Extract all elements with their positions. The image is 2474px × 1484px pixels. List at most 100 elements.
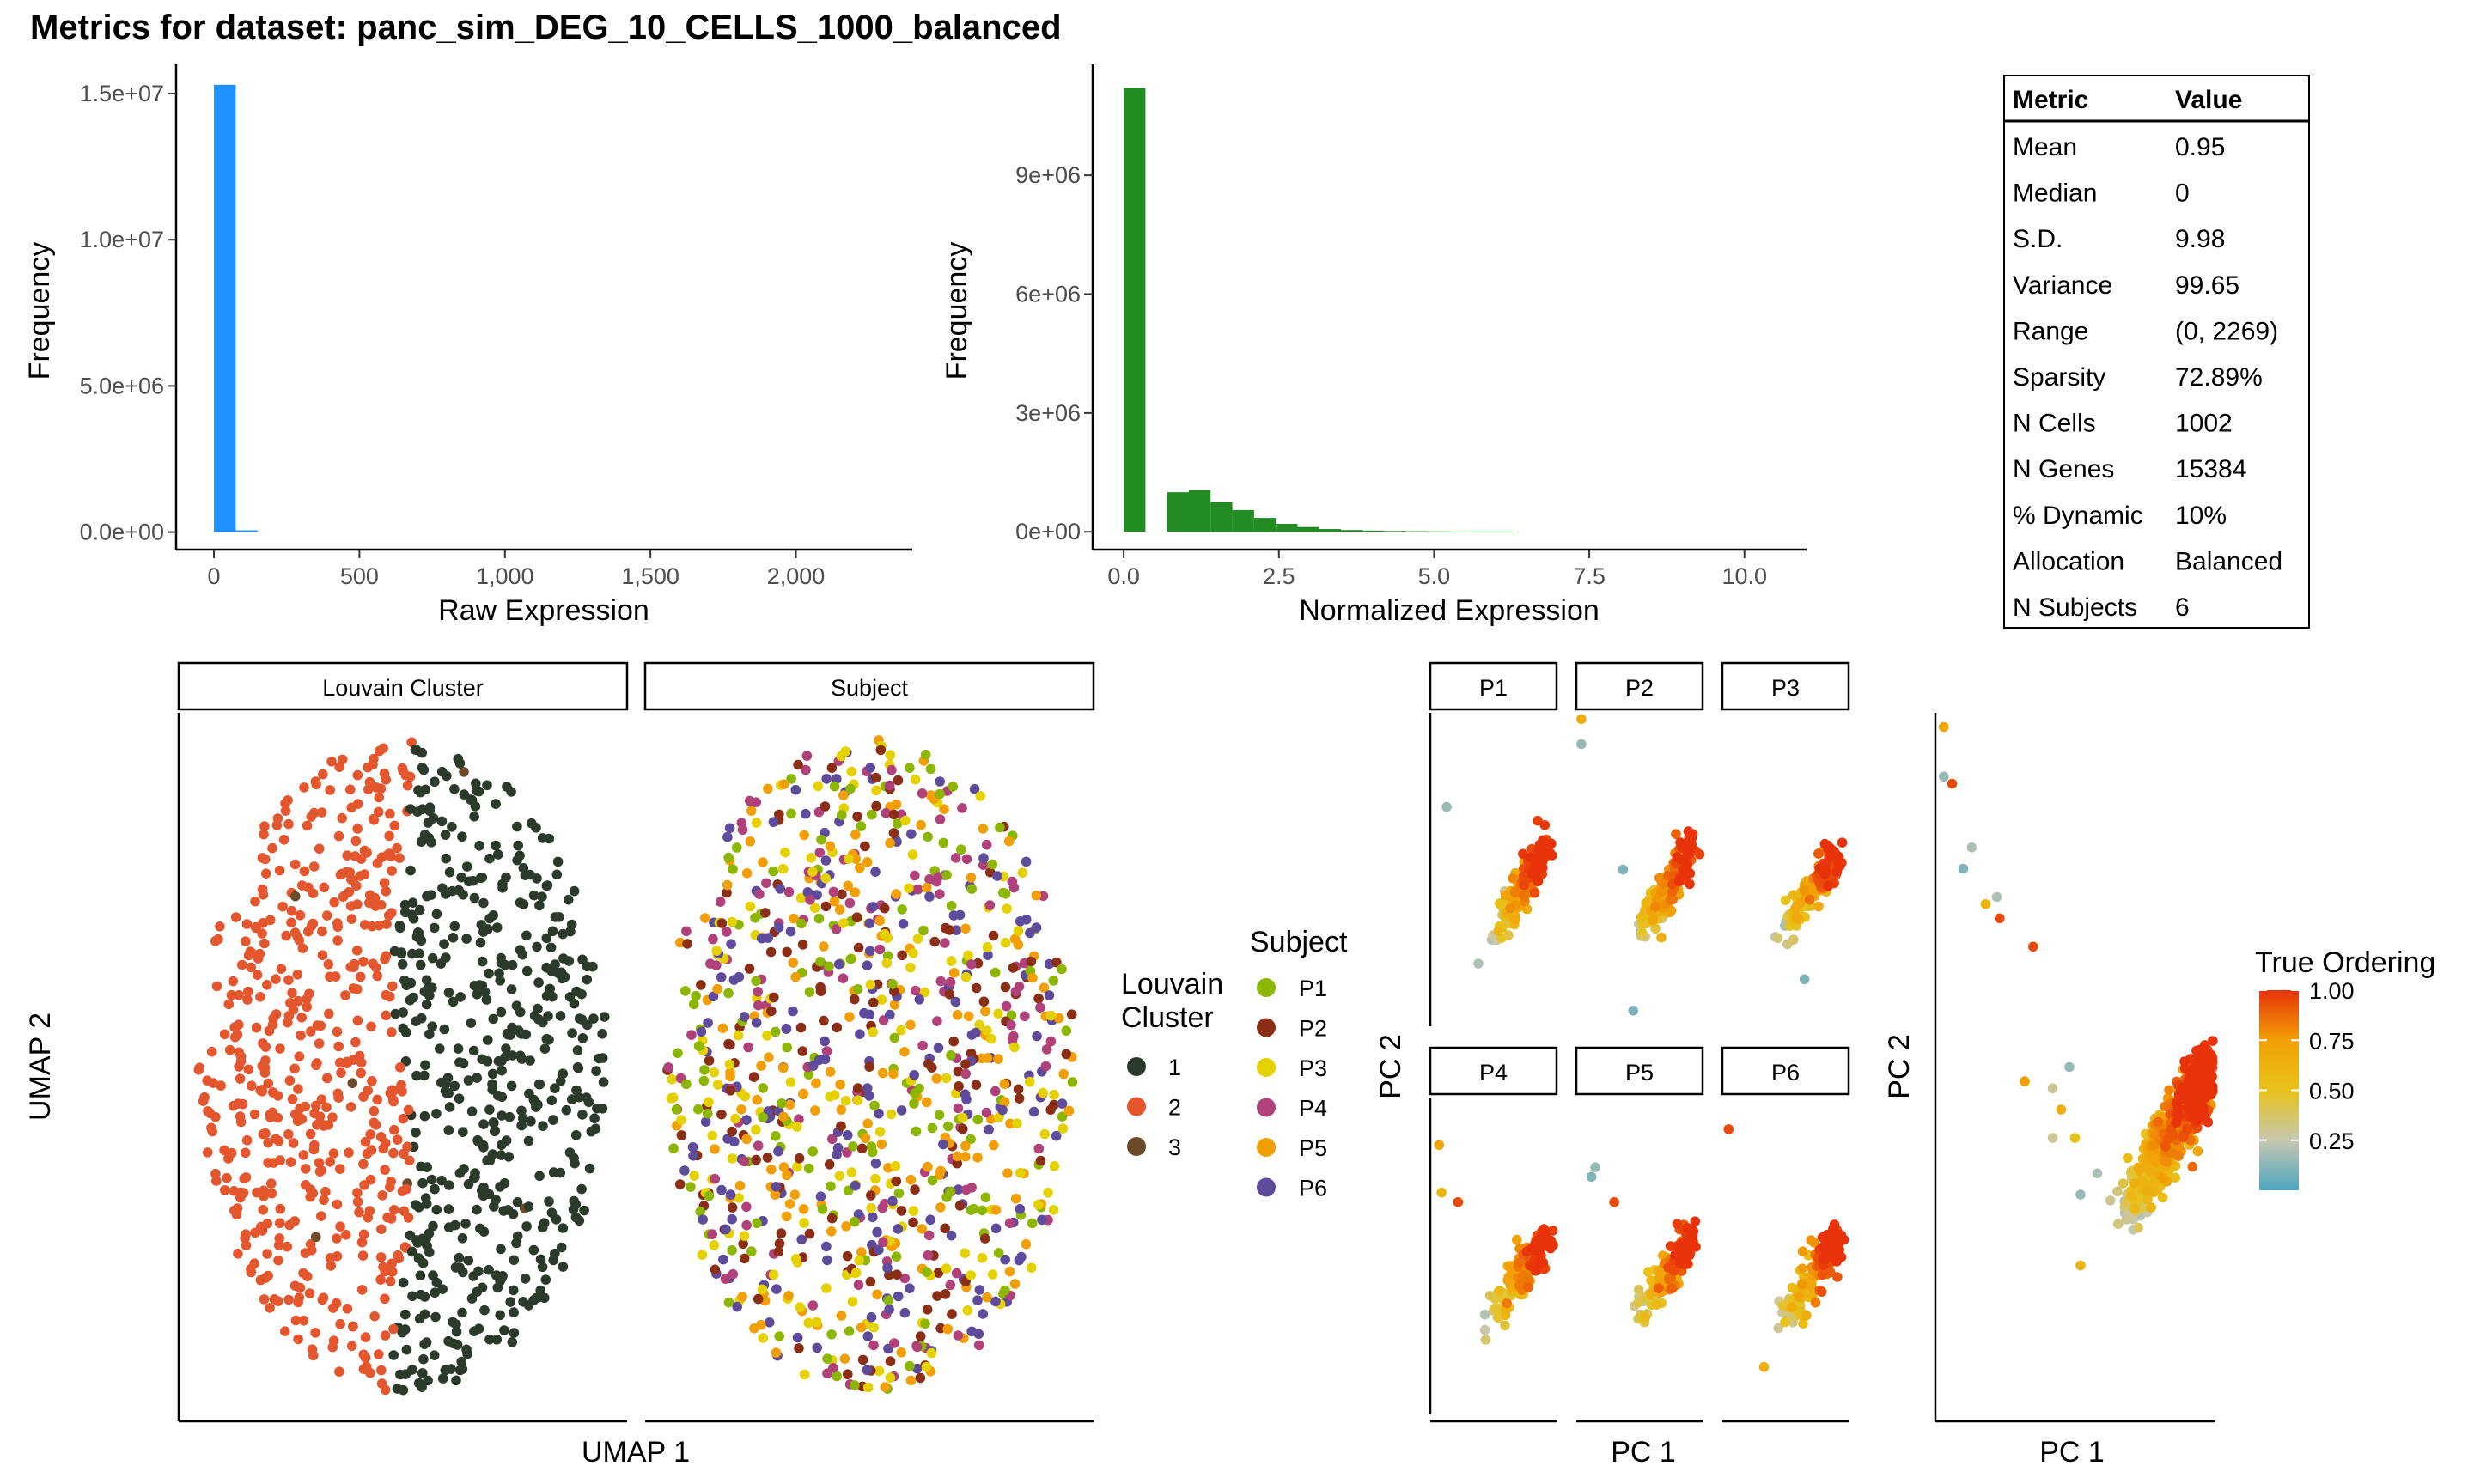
umap-subject-point <box>934 1110 945 1120</box>
pca-p4-point <box>1490 1303 1500 1314</box>
umap-cluster-point <box>311 1100 321 1111</box>
umap-subject-point <box>807 1300 819 1311</box>
umap-subject-point <box>791 1254 801 1264</box>
umap-cluster-point <box>327 1341 338 1353</box>
umap-cluster-point <box>569 1153 579 1164</box>
umap-subject-point <box>741 1134 752 1145</box>
pca-overall-point <box>2171 1117 2181 1128</box>
umap-cluster-point <box>439 939 449 949</box>
umap-cluster-point <box>534 1171 545 1182</box>
umap-cluster-point <box>387 1027 397 1037</box>
umap-subject-point <box>744 964 755 974</box>
umap-cluster-point <box>294 1292 305 1303</box>
umap-cluster-point <box>358 1229 369 1240</box>
umap-subject-point <box>703 1108 713 1119</box>
umap-subject-point <box>1027 1218 1038 1229</box>
umap-cluster-point <box>521 1221 532 1232</box>
pca-p4-point <box>1436 1187 1447 1198</box>
pca-p2-point <box>1650 902 1661 912</box>
umap-subject-point <box>783 886 795 897</box>
pca-p6-point <box>1806 1235 1817 1245</box>
umap-cluster-point <box>493 849 503 860</box>
umap-cluster-point <box>576 1014 588 1025</box>
umap-cluster-point <box>399 1206 410 1217</box>
umap-cluster-point <box>398 1113 409 1124</box>
raw-hist-y-tick-label: 0.0e+00 <box>80 520 164 545</box>
umap-cluster-point <box>466 1106 478 1116</box>
umap-cluster-point <box>488 910 498 921</box>
umap-cluster-point <box>430 1183 440 1195</box>
umap-subject-point <box>748 1072 759 1082</box>
umap-subject-point <box>1057 1123 1069 1134</box>
pca-overall-point <box>2146 1167 2156 1177</box>
umap-subject-point <box>866 1311 877 1323</box>
umap-cluster-point <box>473 1323 484 1334</box>
umap-cluster-point <box>390 1008 401 1019</box>
pca-overall-point <box>1995 913 2005 924</box>
pca-p2-point <box>1658 879 1669 889</box>
umap-subject-point <box>663 1062 673 1073</box>
umap-cluster-point <box>345 901 356 911</box>
umap-cluster-point <box>241 1172 252 1183</box>
umap-subject-point <box>885 1356 896 1366</box>
umap-subject-point <box>844 897 856 909</box>
pca-p2-point <box>1628 1006 1638 1016</box>
umap-subject-point <box>721 1224 731 1235</box>
pca-p4-point <box>1453 1197 1464 1207</box>
umap-subject-point <box>868 1340 879 1351</box>
umap-cluster-point <box>400 1324 411 1335</box>
umap-subject-point <box>870 867 881 877</box>
umap-cluster-point <box>494 968 504 979</box>
umap-cluster-point <box>380 1330 391 1341</box>
umap-cluster-point <box>582 974 593 985</box>
umap-subject-point <box>845 783 856 794</box>
umap-subject-point <box>944 989 955 1000</box>
pca-overall-point <box>2123 1153 2133 1164</box>
pca-p1-point <box>1519 879 1529 891</box>
umap-subject-point <box>963 1011 974 1022</box>
umap-cluster-point <box>352 1015 363 1026</box>
umap-subject-point <box>802 887 813 897</box>
umap-subject-point <box>881 958 893 969</box>
umap-cluster-point <box>572 1045 583 1055</box>
umap-cluster-point <box>411 1235 422 1245</box>
umap-subject-point <box>920 1318 930 1329</box>
pca-p5-point <box>1651 1299 1662 1310</box>
umap-subject-point <box>862 1331 874 1341</box>
umap-cluster-point <box>317 926 327 937</box>
metrics-table-metric-cell: S.D. <box>2013 225 2063 253</box>
umap-cluster-point <box>376 1224 387 1235</box>
pca-overall-point <box>2192 1072 2203 1082</box>
umap-cluster-point <box>496 1150 507 1160</box>
umap-subject-point <box>865 1276 876 1287</box>
pca-p4-point <box>1480 1335 1491 1345</box>
umap-cluster-point <box>454 1057 465 1067</box>
umap-subject-point <box>952 1010 963 1020</box>
umap-subject-point <box>1015 1167 1026 1178</box>
pca-p4-point <box>1538 1241 1549 1251</box>
umap-cluster-point <box>407 948 417 959</box>
umap-cluster-point <box>324 1008 334 1019</box>
umap-cluster-point <box>569 885 580 897</box>
umap-subject-point <box>785 1077 796 1087</box>
umap-subject-point <box>1048 976 1059 986</box>
norm-hist-x-tick-label: 10.0 <box>1721 563 1767 589</box>
umap-cluster-point <box>443 1222 454 1232</box>
umap-subject-point <box>973 1340 984 1351</box>
umap-cluster-point <box>341 867 352 878</box>
pca-overall-point <box>2188 1086 2199 1097</box>
umap-cluster-point <box>387 981 398 992</box>
pca-p3-point <box>1837 837 1848 848</box>
umap-cluster-point <box>469 812 479 822</box>
umap-subject-point <box>739 1253 750 1264</box>
pca-p5-point <box>1654 1283 1664 1293</box>
umap-cluster-point <box>500 959 510 970</box>
umap-subject-point <box>1043 1188 1053 1198</box>
umap-cluster-point <box>293 995 303 1007</box>
umap-cluster-point <box>402 1141 412 1153</box>
umap-subject-point <box>888 809 899 820</box>
umap-subject-point <box>1033 1200 1044 1210</box>
umap-subject-point <box>882 1262 893 1274</box>
umap-subject-point <box>956 844 966 855</box>
umap-subject-point <box>733 1030 744 1041</box>
